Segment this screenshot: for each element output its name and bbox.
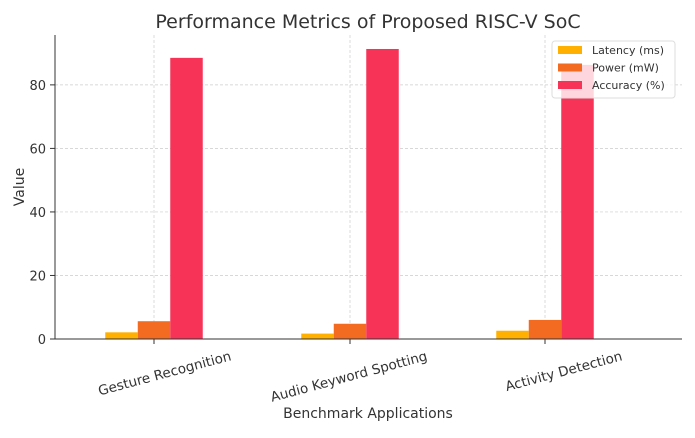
bar-power bbox=[137, 321, 171, 339]
y-tick-label: 20 bbox=[29, 269, 46, 284]
bar-power bbox=[528, 319, 562, 339]
bar-power bbox=[333, 323, 367, 339]
legend-swatch bbox=[558, 63, 582, 72]
legend-label: Latency (ms) bbox=[592, 44, 664, 57]
bar-latency bbox=[105, 332, 138, 339]
y-tick-label: 60 bbox=[29, 142, 46, 157]
bar-latency bbox=[496, 330, 529, 339]
legend-box bbox=[551, 40, 676, 99]
bar-latency bbox=[301, 333, 334, 339]
legend: Latency (ms) Power (mW) Accuracy (%) bbox=[551, 40, 676, 99]
x-tick-label: Activity Detection bbox=[504, 348, 624, 395]
legend-label: Accuracy (%) bbox=[592, 79, 665, 92]
y-tick-label: 80 bbox=[29, 79, 46, 94]
bar-accuracy bbox=[170, 57, 203, 340]
bar-accuracy bbox=[561, 64, 594, 339]
y-axis-label: Value bbox=[12, 168, 28, 206]
legend-swatch bbox=[558, 81, 582, 89]
x-tick-label: Gesture Recognition bbox=[97, 348, 233, 399]
y-tick-label: 40 bbox=[29, 206, 46, 221]
x-tick-label: Audio Keyword Spotting bbox=[269, 348, 429, 405]
bar-accuracy bbox=[366, 48, 399, 339]
y-tick-label: 0 bbox=[38, 333, 46, 348]
legend-label: Power (mW) bbox=[592, 62, 659, 75]
x-axis-label: Benchmark Applications bbox=[283, 406, 453, 422]
chart-title: Performance Metrics of Proposed RISC-V S… bbox=[155, 11, 580, 33]
legend-swatch bbox=[558, 46, 582, 54]
